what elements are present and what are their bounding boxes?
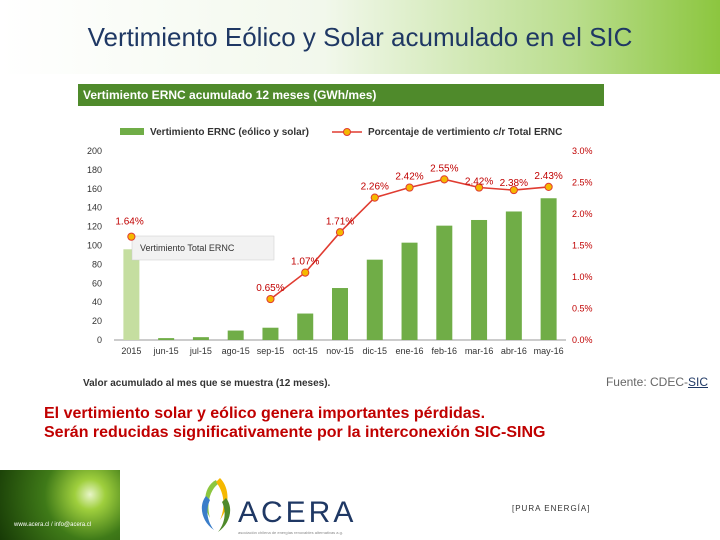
- x-tick-label: oct-15: [293, 346, 318, 356]
- line-point-2015: [127, 232, 136, 241]
- slide-title: Vertimiento Eólico y Solar acumulado en …: [87, 22, 633, 52]
- y-left-tick-label: 0: [97, 335, 102, 345]
- bar-jul-15: [192, 337, 209, 340]
- y-right-tick-label: 3.0%: [572, 146, 593, 156]
- bar-ago-15: [227, 330, 244, 340]
- chart-container: Vertimiento ERNC acumulado 12 meses (GWh…: [78, 84, 618, 394]
- legend-label-line: Porcentaje de vertimiento c/r Total ERNC: [368, 127, 562, 138]
- source-link[interactable]: SIC: [687, 375, 708, 389]
- bar-nov-15: [332, 288, 348, 340]
- y-right-tick-label: 0.5%: [572, 304, 593, 314]
- title-band: [0, 0, 720, 74]
- y-right-tick-label: 2.0%: [572, 209, 593, 219]
- y-left-tick-label: 140: [87, 203, 102, 213]
- combo-chart: Vertimiento ERNC (eólico y solar) Porcent…: [87, 127, 593, 356]
- line-data-label: 2.42%: [395, 172, 423, 183]
- y-left-tick-label: 20: [92, 316, 102, 326]
- statement: El vertimiento solar y eólico genera imp…: [44, 404, 684, 442]
- x-tick-label: ene-16: [396, 346, 424, 356]
- y-left-tick-label: 100: [87, 241, 102, 251]
- y-left-tick-label: 40: [92, 297, 102, 307]
- line-data-label: 2.43%: [534, 171, 562, 182]
- x-tick-label: dic-15: [363, 346, 388, 356]
- line-point-may-16: [544, 182, 553, 192]
- y-left-tick-label: 180: [87, 165, 102, 175]
- bar-2015: [123, 249, 140, 340]
- line-data-label: 1.71%: [326, 216, 354, 227]
- x-tick-label: jun-15: [153, 346, 179, 356]
- acera-logo-text: ACERA: [238, 496, 357, 529]
- line-data-label: 1.07%: [291, 257, 319, 268]
- legend-label-bars: Vertimiento ERNC (eólico y solar): [150, 127, 309, 138]
- line-point-nov-15: [335, 228, 345, 237]
- statement-line-2: Serán reducidas significativamente por l…: [44, 424, 546, 441]
- annotation-text: Vertimiento Total ERNC: [140, 243, 235, 253]
- legend-marker-line: [343, 128, 351, 136]
- bar-may-16: [540, 198, 557, 340]
- bar-ene-16: [401, 242, 418, 340]
- statement-line-1: El vertimiento solar y eólico genera imp…: [44, 405, 486, 422]
- x-tick-label: nov-15: [326, 346, 354, 356]
- y-right-tick-label: 2.5%: [572, 178, 593, 188]
- line-point-ene-16: [405, 183, 414, 192]
- line-point-oct-15: [301, 268, 310, 277]
- x-tick-label: feb-16: [432, 346, 458, 356]
- line-data-label: 2.55%: [430, 163, 458, 174]
- bar-dic-15: [366, 259, 383, 340]
- x-tick-label: sep-15: [257, 346, 285, 356]
- footer-photo: [0, 470, 120, 540]
- y-right-tick-label: 1.0%: [572, 272, 593, 282]
- tagline: [PURA ENERGÍA]: [512, 504, 591, 513]
- acera-logo-subtitle: asociación chilena de energías renovable…: [238, 530, 343, 535]
- footer-url[interactable]: www.acera.cl / info@acera.cl: [14, 522, 92, 528]
- bar-feb-16: [436, 225, 453, 340]
- bar-mar-16: [471, 219, 488, 340]
- bar-jun-15: [158, 338, 175, 340]
- y-right-tick-label: 0.0%: [572, 335, 593, 345]
- y-left-tick-label: 80: [92, 259, 102, 269]
- line-point-abr-16: [509, 185, 518, 195]
- x-tick-label: 2015: [121, 346, 141, 356]
- x-tick-label: abr-16: [501, 346, 527, 356]
- line-data-label: 2.26%: [361, 182, 389, 193]
- x-tick-label: ago-15: [222, 346, 250, 356]
- y-left-tick-label: 160: [87, 184, 102, 194]
- bar-sep-15: [262, 327, 279, 340]
- line-data-label: 2.42%: [465, 177, 493, 188]
- bar-abr-16: [505, 211, 522, 340]
- footer: www.acera.cl / info@acera.cl ACERA asoci…: [0, 470, 720, 540]
- source-text: Fuente: CDEC-SIC: [606, 375, 708, 389]
- line-data-label: 0.65%: [256, 283, 284, 294]
- x-tick-label: jul-15: [189, 346, 212, 356]
- legend-swatch-bars: [120, 128, 144, 135]
- acera-leaf-icon: [201, 478, 231, 532]
- line-point-dic-15: [370, 193, 379, 202]
- line-point-mar-16: [474, 183, 484, 192]
- line-data-label: 2.38%: [500, 178, 528, 189]
- annotation-box: [131, 235, 275, 261]
- y-right-tick-label: 1.5%: [572, 241, 593, 251]
- y-left-tick-label: 200: [87, 146, 102, 156]
- line-point-sep-15: [266, 294, 275, 304]
- y-left-tick-label: 120: [87, 222, 102, 232]
- line-point-feb-16: [440, 175, 449, 184]
- y-left-tick-label: 60: [92, 278, 102, 288]
- chart-note: Valor acumulado al mes que se muestra (1…: [83, 378, 331, 389]
- x-tick-label: mar-16: [465, 346, 494, 356]
- bar-oct-15: [297, 313, 314, 340]
- source-prefix: Fuente: CDEC-: [605, 375, 688, 389]
- line-data-label: 1.64%: [115, 217, 143, 228]
- x-tick-label: may-16: [534, 346, 564, 356]
- chart-title: Vertimiento ERNC acumulado 12 meses (GWh…: [78, 84, 604, 106]
